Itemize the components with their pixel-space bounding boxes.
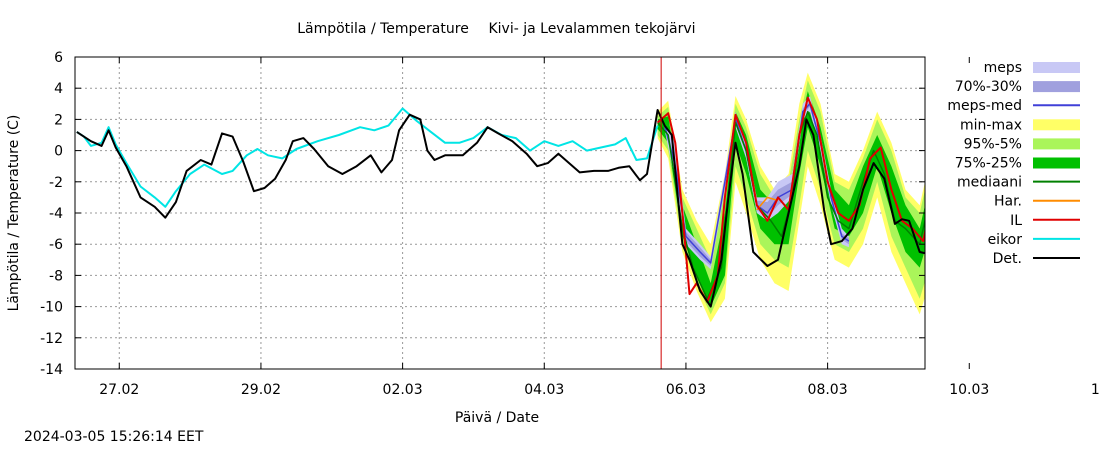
legend-label: 75%-25% bbox=[955, 156, 1022, 172]
legend-label: mediaani bbox=[957, 175, 1022, 191]
x-tick-label: 12.03 bbox=[1091, 382, 1100, 398]
legend-swatch bbox=[1033, 62, 1080, 73]
x-axis-label: Päivä / Date bbox=[455, 410, 539, 426]
chart-subtitle: Kivi- ja Levalammen tekojärvi bbox=[488, 21, 695, 37]
legend-label: Har. bbox=[994, 194, 1022, 210]
legend-label: meps bbox=[984, 60, 1022, 76]
x-tick-label: 02.03 bbox=[383, 382, 423, 398]
legend-label: eikor bbox=[988, 232, 1023, 248]
legend-label: min-max bbox=[960, 117, 1022, 133]
legend-swatch bbox=[1033, 119, 1080, 131]
legend: meps 70%-30% meps-med min-max 95%-5% 75%-25% m… bbox=[947, 60, 1080, 267]
legend-label: meps-med bbox=[947, 98, 1022, 114]
y-axis-label: Lämpötila / Temperature (C) bbox=[6, 115, 22, 312]
series-line-mediaani bbox=[657, 110, 925, 300]
y-tick-label: -8 bbox=[49, 268, 63, 284]
y-tick-label: -4 bbox=[49, 206, 63, 222]
legend-swatch bbox=[1033, 138, 1080, 150]
y-tick-label: -12 bbox=[40, 331, 63, 347]
y-axis-ticks: 6 4 2 0 -2 -4 -6 -8 -10 -12 -14 bbox=[40, 50, 925, 378]
legend-label: 70%-30% bbox=[955, 79, 1022, 95]
y-tick-label: 6 bbox=[54, 50, 63, 66]
legend-swatch bbox=[1033, 81, 1080, 93]
y-tick-label: 4 bbox=[54, 81, 63, 97]
series-line-il bbox=[656, 96, 925, 303]
x-tick-label: 06.03 bbox=[666, 382, 706, 398]
legend-label: Det. bbox=[993, 251, 1022, 267]
y-tick-label: -14 bbox=[40, 362, 63, 378]
x-tick-label: 29.02 bbox=[241, 382, 281, 398]
x-axis-ticks: 27.02 29.02 02.03 04.03 06.03 08.03 10.03 12.03 bbox=[99, 57, 1100, 398]
y-tick-label: 2 bbox=[54, 112, 63, 128]
x-tick-label: 10.03 bbox=[949, 382, 989, 398]
legend-label: 95%-5% bbox=[964, 136, 1022, 152]
x-tick-label: 27.02 bbox=[99, 382, 139, 398]
series-lines bbox=[76, 96, 925, 308]
y-tick-label: 0 bbox=[54, 144, 63, 160]
series-line-det- bbox=[76, 109, 925, 308]
legend-swatch bbox=[1033, 157, 1080, 169]
series-line-har- bbox=[756, 196, 779, 211]
chart-title: Lämpötila / Temperature bbox=[297, 21, 469, 37]
timestamp: 2024-03-05 15:26:14 EET bbox=[24, 429, 204, 445]
legend-label: IL bbox=[1010, 213, 1022, 229]
y-tick-label: -6 bbox=[49, 237, 63, 253]
x-tick-label: 08.03 bbox=[808, 382, 848, 398]
series-line-eikor bbox=[76, 107, 659, 208]
y-tick-label: -2 bbox=[49, 175, 63, 191]
grid-lines bbox=[75, 57, 925, 369]
x-tick-label: 04.03 bbox=[524, 382, 564, 398]
y-tick-label: -10 bbox=[40, 300, 63, 316]
